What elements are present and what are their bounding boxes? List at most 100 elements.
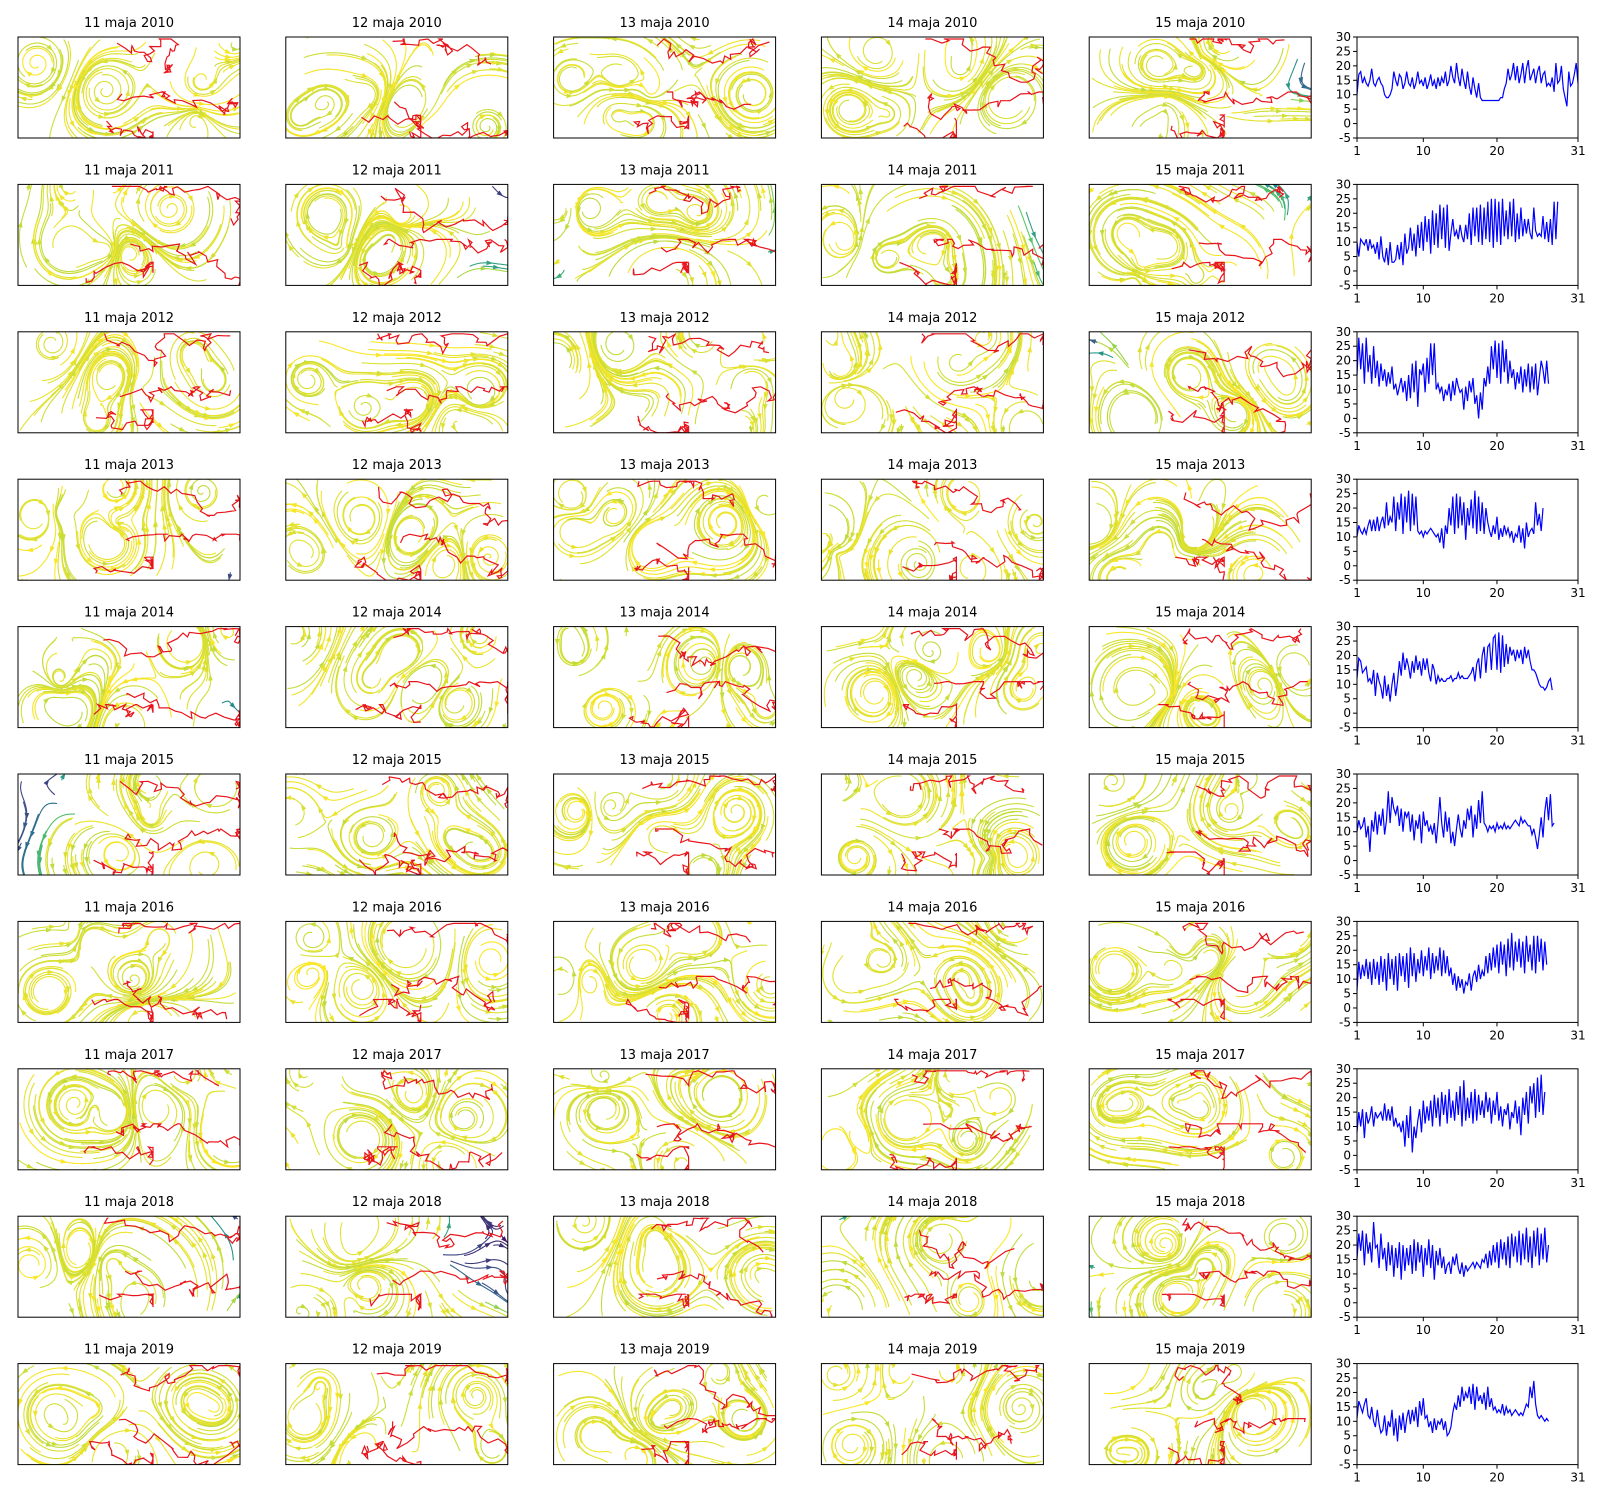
streamline-arrow (18, 220, 23, 228)
streamline-arrow (850, 76, 858, 81)
streamline-arrow (130, 239, 138, 244)
streamline-arrow (492, 60, 499, 65)
streamline-arrow (1158, 656, 1165, 664)
streamline-arrow (1221, 503, 1227, 511)
streamline (755, 494, 776, 516)
streamline (295, 923, 325, 953)
streamline-arrow (131, 1112, 137, 1119)
streamline-arrow (450, 864, 458, 871)
streamline-arrow (583, 506, 590, 513)
streamline-arrow (556, 48, 564, 54)
streamline-arrow (96, 776, 101, 784)
streamline-arrow (976, 940, 983, 947)
streamline (49, 1079, 99, 1131)
streamline-arrow (996, 832, 1002, 840)
streamline-arrow (1162, 102, 1170, 107)
streamline-arrow (720, 708, 726, 716)
streamline-arrow (30, 536, 38, 542)
coastline-segment (124, 828, 240, 852)
streamline-arrow (602, 37, 610, 40)
streamline-arrow (1303, 1002, 1310, 1009)
streamline-arrow (1134, 1135, 1142, 1141)
streamline-arrow (1144, 806, 1152, 812)
x-tick-label: 20 (1489, 144, 1504, 158)
streamline (46, 774, 58, 796)
streamline-arrow (461, 968, 467, 976)
streamline-arrow (59, 774, 66, 780)
streamline-arrow (578, 797, 586, 804)
streamline-arrow (984, 79, 991, 87)
streamline-field (1089, 1068, 1312, 1170)
streamline-arrow (758, 985, 765, 993)
map-12-2014 (285, 626, 509, 729)
coastline (636, 775, 776, 875)
map-14-2013 (820, 478, 1044, 581)
streamline-arrow (1027, 345, 1032, 353)
map-12-2013 (285, 478, 509, 581)
streamline-arrow (896, 1081, 904, 1086)
streamline-arrow (119, 491, 126, 498)
streamline-arrow (1182, 698, 1188, 706)
streamline-arrow (1111, 557, 1119, 562)
streamline-arrow (502, 723, 508, 728)
streamline-arrow (1095, 1003, 1103, 1009)
streamline-arrow (1196, 857, 1204, 863)
streamline-arrow (610, 368, 618, 373)
streamline-arrow (957, 967, 964, 972)
streamline-arrow (1207, 702, 1215, 709)
streamline-arrow (937, 1085, 942, 1093)
streamline-arrow (904, 938, 911, 946)
streamline-arrow (614, 991, 622, 998)
streamline (553, 956, 575, 995)
streamline-arrow (224, 49, 232, 54)
streamline-arrow (1184, 122, 1190, 130)
streamline-arrow (45, 927, 53, 933)
streamline-arrow (381, 970, 389, 977)
streamline (448, 1098, 484, 1132)
streamline-arrow (162, 503, 167, 511)
streamline-arrow (489, 343, 497, 349)
streamline-arrow (1229, 861, 1237, 867)
streamline-arrow (83, 843, 89, 851)
streamline-arrow (997, 266, 1002, 273)
streamline-arrow (429, 663, 436, 669)
streamline-arrow (675, 999, 683, 1005)
streamline-arrow (1186, 546, 1194, 552)
streamline-arrow (342, 665, 348, 673)
streamline-arrow (105, 394, 113, 401)
streamline-arrow (1192, 987, 1199, 994)
streamline-arrow (25, 71, 33, 77)
streamline-arrow (694, 188, 702, 194)
coastline (636, 1070, 776, 1170)
streamline-arrow (1298, 806, 1305, 813)
streamline-arrow (128, 808, 134, 816)
streamline-field (287, 626, 508, 728)
coastline (628, 635, 776, 728)
streamline-field (285, 37, 508, 138)
streamline (141, 1089, 178, 1126)
streamline-arrow (1277, 666, 1282, 674)
streamline (1196, 44, 1284, 85)
map-title: 12 maja 2017 (352, 1048, 442, 1063)
coastline-segment (107, 1070, 220, 1087)
coastline-segment (654, 828, 776, 870)
coastline-segment (92, 556, 154, 574)
streamline-arrow (502, 1004, 508, 1010)
y-tick-label: 0 (1343, 559, 1351, 573)
streamline (724, 921, 768, 948)
streamline-arrow (985, 672, 992, 679)
streamline-arrow (658, 953, 664, 961)
map-title: 13 maja 2015 (620, 753, 710, 768)
streamline-arrow (671, 488, 677, 495)
streamline (475, 960, 508, 981)
streamline-arrow (601, 363, 608, 370)
streamline-arrow (195, 838, 203, 844)
streamline-arrow (62, 204, 69, 212)
streamline (381, 921, 394, 948)
y-tick-label: 20 (1336, 648, 1351, 662)
streamline-arrow (1268, 668, 1275, 676)
streamline-arrow (86, 556, 93, 563)
coastline-segment (1187, 385, 1287, 433)
streamline-arrow (69, 863, 75, 871)
streamline-arrow (701, 122, 706, 130)
